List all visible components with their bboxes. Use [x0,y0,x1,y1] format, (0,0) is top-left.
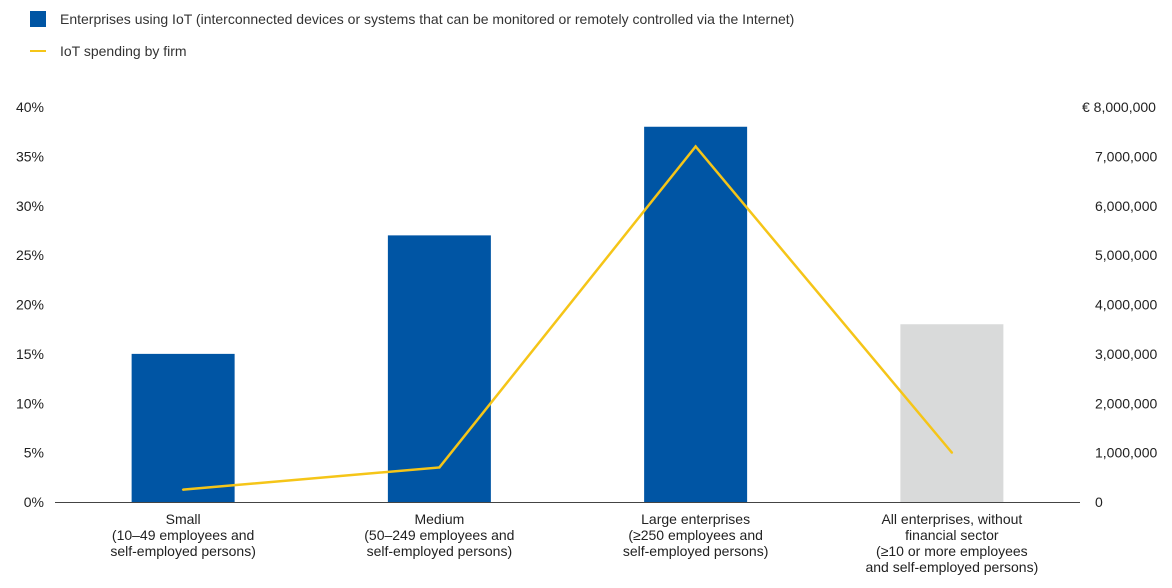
left-axis-tick-label: 0% [24,494,44,510]
left-axis-tick-label: 5% [24,445,44,461]
category-label-line: (≥250 employees and [628,527,763,543]
category-label-line: self-employed persons) [110,543,256,559]
legend-swatch-bars [30,11,46,27]
right-axis-tick-label: 4,000,000 [1095,297,1157,313]
legend-item-line: IoT spending by firm [30,40,794,62]
category-label-line: Small [166,511,201,527]
line-point [438,466,441,469]
legend-swatch-line [30,50,46,52]
right-axis-tick-label: 5,000,000 [1095,247,1157,263]
x-axis-category-label: Small (10–49 employees and self-employed p… [110,511,256,559]
right-axis-tick-label: 3,000,000 [1095,346,1157,362]
left-axis-tick-label: 20% [16,297,44,313]
legend-label-line: IoT spending by firm [60,43,187,59]
legend: Enterprises using IoT (interconnected de… [30,8,794,72]
left-axis-tick-label: 30% [16,198,44,214]
right-axis-tick-label: 6,000,000 [1095,198,1157,214]
bar [387,235,491,502]
category-label-line: self-employed persons) [367,543,513,559]
right-axis-tick-label: 2,000,000 [1095,395,1157,411]
category-label-line: (10–49 employees and [112,527,254,543]
category-label-line: financial sector [905,527,999,543]
line-point [181,488,185,491]
category-label-line: (≥10 or more employees [876,543,1028,559]
line-point [950,451,954,454]
line-point [694,145,697,148]
right-axis-tick-label: € 8,000,000 [1082,99,1156,115]
category-label-line: All enterprises, without [881,511,1022,527]
left-axis-tick-label: 40% [16,99,44,115]
category-label-line: Medium [414,511,464,527]
left-axis-tick-label: 25% [16,247,44,263]
line-series [183,144,953,491]
right-axis-tick-label: 0 [1095,494,1103,510]
category-label-line: and self-employed persons) [865,559,1038,575]
x-axis-category-label: Large enterprises (≥250 employees and self… [623,511,769,559]
bar [131,353,235,502]
legend-label-bars: Enterprises using IoT (interconnected de… [60,11,795,27]
left-axis-tick-label: 10% [16,395,44,411]
category-label-line: self-employed persons) [623,543,769,559]
category-label-line: (50–249 employees and [364,527,514,543]
bar [644,126,748,502]
bar [900,324,1004,502]
x-axis-category-label: All enterprises, without financial sector… [865,511,1038,575]
right-axis-tick-label: 1,000,000 [1095,445,1157,461]
right-axis-tick-label: 7,000,000 [1095,148,1157,164]
x-axis-category-label: Medium (50–249 employees and self-employed… [364,511,514,559]
category-label-line: Large enterprises [641,511,750,527]
left-axis-tick-label: 15% [16,346,44,362]
left-axis-tick-label: 35% [16,148,44,164]
legend-item-bars: Enterprises using IoT (interconnected de… [30,8,794,30]
